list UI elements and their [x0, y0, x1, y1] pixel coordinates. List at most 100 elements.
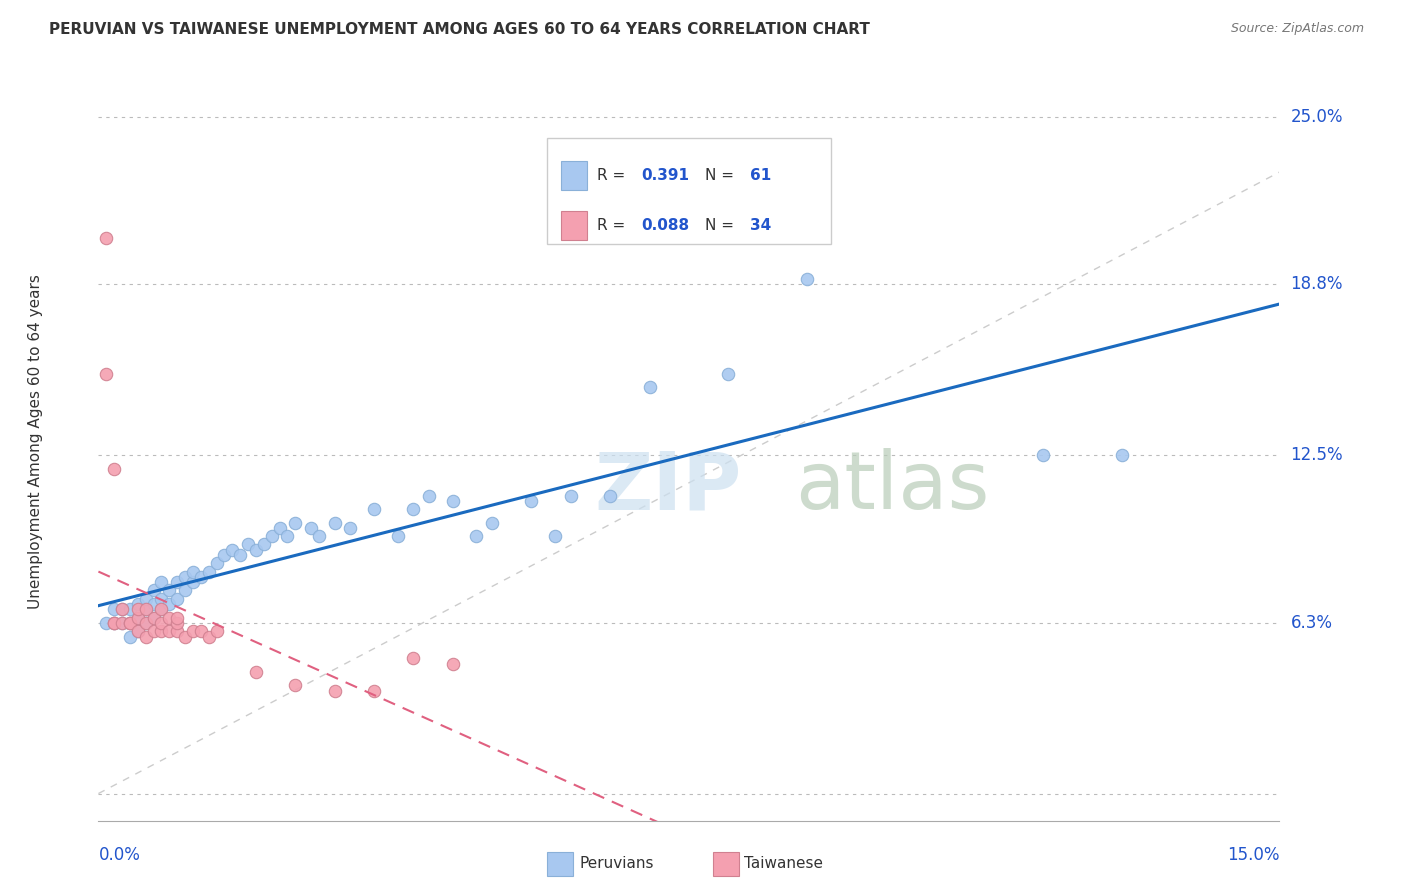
- Point: [269, 521, 291, 535]
- Text: Unemployment Among Ages 60 to 64 years: Unemployment Among Ages 60 to 64 years: [28, 274, 44, 609]
- Point: [245, 542, 267, 557]
- Text: Taiwanese: Taiwanese: [744, 856, 824, 871]
- Text: 0.088: 0.088: [641, 218, 690, 233]
- Text: Peruvians: Peruvians: [579, 856, 654, 871]
- Point: [135, 615, 157, 630]
- Bar: [547, 852, 574, 876]
- Point: [229, 548, 252, 563]
- Point: [520, 494, 543, 508]
- Point: [214, 548, 236, 563]
- Point: [1032, 448, 1054, 462]
- Point: [157, 610, 180, 624]
- Point: [111, 615, 134, 630]
- Point: [150, 602, 173, 616]
- Point: [299, 521, 322, 535]
- Point: [323, 516, 346, 530]
- Point: [197, 630, 219, 644]
- Point: [276, 529, 298, 543]
- Point: [150, 602, 173, 616]
- Point: [253, 537, 276, 551]
- Point: [96, 231, 118, 245]
- Text: N =: N =: [706, 168, 740, 183]
- Text: N =: N =: [706, 218, 740, 233]
- Point: [441, 494, 464, 508]
- Point: [166, 591, 188, 606]
- Point: [465, 529, 488, 543]
- Point: [142, 624, 165, 639]
- Text: 12.5%: 12.5%: [1291, 446, 1343, 464]
- Point: [127, 610, 149, 624]
- Point: [181, 624, 204, 639]
- Point: [103, 615, 125, 630]
- Point: [190, 570, 212, 584]
- Point: [796, 272, 818, 286]
- Point: [260, 529, 283, 543]
- Point: [205, 557, 228, 571]
- Point: [127, 602, 149, 616]
- Point: [638, 380, 661, 394]
- Point: [284, 678, 307, 692]
- Point: [135, 602, 157, 616]
- Point: [166, 610, 188, 624]
- Point: [181, 575, 204, 590]
- Point: [197, 565, 219, 579]
- Text: 61: 61: [751, 168, 772, 183]
- Point: [135, 602, 157, 616]
- Point: [118, 615, 141, 630]
- Point: [157, 597, 180, 611]
- Point: [166, 575, 188, 590]
- Bar: [561, 211, 588, 240]
- Point: [402, 651, 425, 665]
- Point: [118, 602, 141, 616]
- Text: 0.391: 0.391: [641, 168, 690, 183]
- Point: [1111, 448, 1133, 462]
- Point: [96, 367, 118, 381]
- Point: [181, 565, 204, 579]
- Point: [118, 615, 141, 630]
- Text: ZIP: ZIP: [595, 448, 742, 526]
- Point: [118, 615, 141, 630]
- Point: [560, 489, 582, 503]
- Bar: [561, 161, 588, 190]
- Point: [236, 537, 259, 551]
- Text: 25.0%: 25.0%: [1291, 108, 1343, 126]
- Point: [363, 502, 385, 516]
- Point: [111, 615, 134, 630]
- Point: [221, 542, 243, 557]
- Point: [174, 630, 197, 644]
- Point: [127, 624, 149, 639]
- Point: [142, 583, 165, 598]
- Text: 6.3%: 6.3%: [1291, 614, 1333, 632]
- Text: PERUVIAN VS TAIWANESE UNEMPLOYMENT AMONG AGES 60 TO 64 YEARS CORRELATION CHART: PERUVIAN VS TAIWANESE UNEMPLOYMENT AMONG…: [49, 22, 870, 37]
- Point: [245, 665, 267, 679]
- Point: [150, 624, 173, 639]
- Text: 34: 34: [751, 218, 772, 233]
- Point: [402, 502, 425, 516]
- Point: [103, 615, 125, 630]
- Point: [418, 489, 440, 503]
- Point: [142, 597, 165, 611]
- Point: [166, 624, 188, 639]
- Point: [142, 610, 165, 624]
- Point: [174, 570, 197, 584]
- Point: [308, 529, 330, 543]
- Point: [118, 630, 141, 644]
- Point: [441, 657, 464, 671]
- Bar: [713, 852, 738, 876]
- Text: R =: R =: [596, 168, 630, 183]
- Point: [103, 461, 125, 475]
- Point: [111, 602, 134, 616]
- Point: [717, 367, 740, 381]
- Point: [127, 610, 149, 624]
- Point: [166, 615, 188, 630]
- Point: [157, 624, 180, 639]
- Point: [205, 624, 228, 639]
- Text: 18.8%: 18.8%: [1291, 276, 1343, 293]
- Point: [103, 602, 125, 616]
- Point: [135, 630, 157, 644]
- Point: [481, 516, 503, 530]
- Point: [599, 489, 621, 503]
- Point: [544, 529, 567, 543]
- Text: R =: R =: [596, 218, 630, 233]
- Point: [174, 583, 197, 598]
